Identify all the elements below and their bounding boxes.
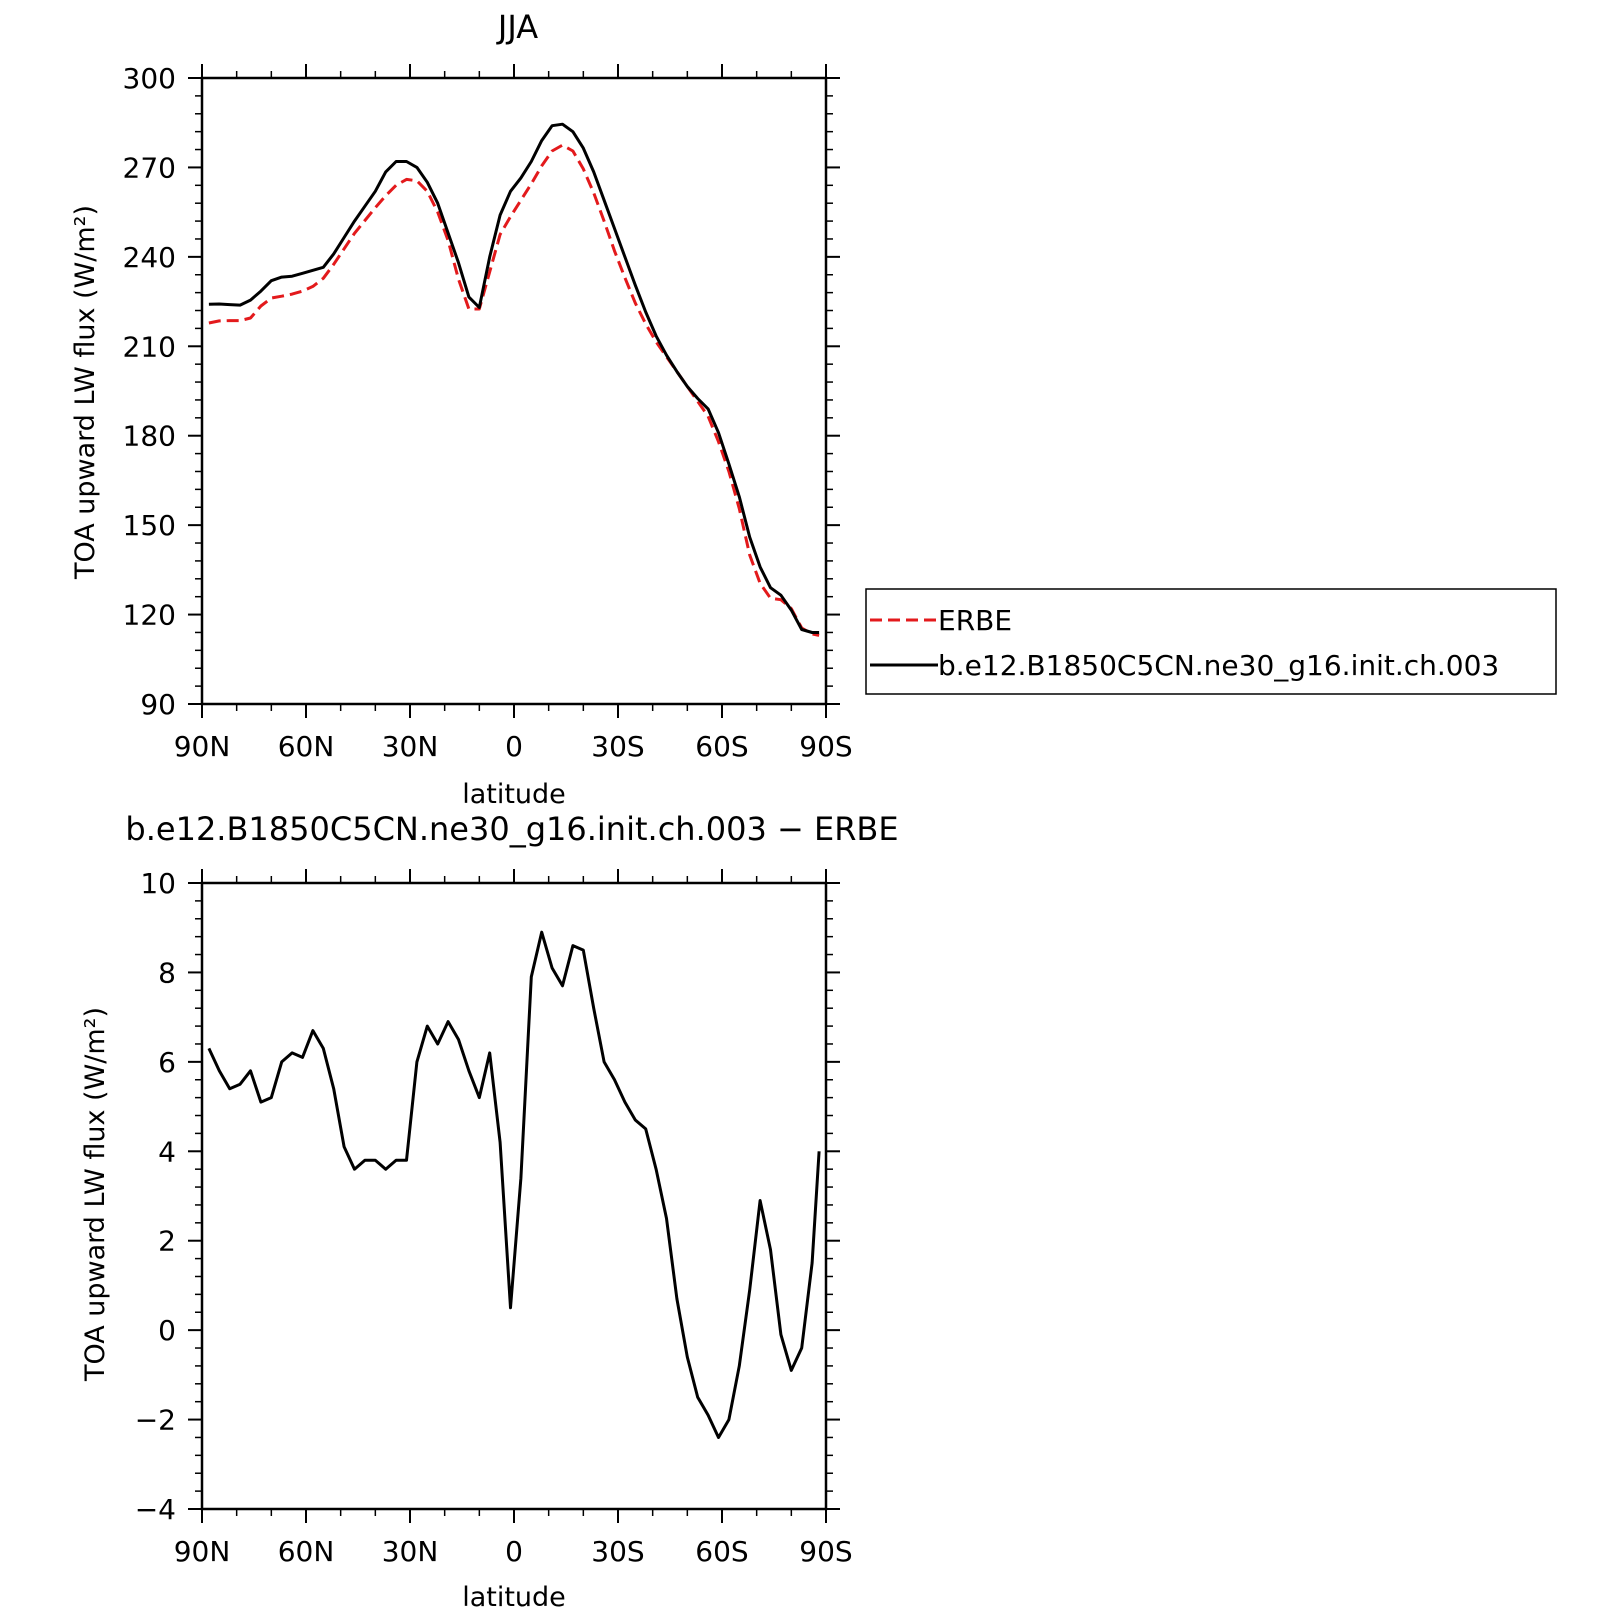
y-tick-label: 6 [158, 1046, 176, 1079]
bottom-plot-frame [200, 881, 828, 1511]
y-tick-label: 10 [140, 867, 176, 900]
y-tick-label: 2 [158, 1225, 176, 1258]
x-tick-label: 30S [591, 1535, 644, 1568]
series-line-b-e12-b1850c5cn-ne30-g16-init-ch-003 [208, 122, 820, 634]
y-tick-label: 120 [123, 599, 176, 632]
x-tick-label: 60S [695, 730, 748, 763]
series-line-erbe [208, 143, 820, 637]
y-tick-label: 300 [123, 62, 176, 95]
x-tick-label: 0 [505, 1535, 523, 1568]
legend-label-model: b.e12.B1850C5CN.ne30_g16.init.ch.003 [938, 649, 1499, 682]
y-tick-label: 210 [123, 330, 176, 363]
series-line-difference [207, 930, 821, 1439]
x-tick-label: 90S [799, 1535, 852, 1568]
top-y-axis-label: TOA upward LW flux (W/m²) [70, 205, 101, 580]
y-tick-label: 270 [123, 151, 176, 184]
y-tick-label: 4 [158, 1135, 176, 1168]
legend: ERBE b.e12.B1850C5CN.ne30_g16.init.ch.00… [865, 588, 1557, 695]
x-tick-label: 30S [591, 730, 644, 763]
legend-box [865, 588, 1557, 695]
y-tick-label: 180 [123, 420, 176, 453]
x-tick-label: 90N [174, 730, 231, 763]
x-tick-label: 60N [278, 730, 335, 763]
y-tick-label: 240 [123, 241, 176, 274]
x-tick-label: 90S [799, 730, 852, 763]
legend-label-erbe: ERBE [938, 604, 1012, 637]
y-tick-label: 0 [158, 1314, 176, 1347]
bottom-chart-title: b.e12.B1850C5CN.ne30_g16.init.ch.003 − E… [125, 810, 898, 848]
top-plot-frame [200, 76, 828, 706]
bottom-x-axis-label: latitude [462, 1582, 566, 1613]
x-tick-label: 0 [505, 730, 523, 763]
top-chart-title: JJA [496, 8, 538, 46]
top-panel: JJA 90 120 150 180 210 240 270 300 90N 60N 30N 0 30S… [70, 8, 853, 810]
x-tick-label: 30N [382, 1535, 439, 1568]
bottom-panel: b.e12.B1850C5CN.ne30_g16.init.ch.003 − E… [80, 810, 899, 1613]
y-tick-label: 8 [158, 956, 176, 989]
x-tick-label: 90N [174, 1535, 231, 1568]
x-tick-label: 30N [382, 730, 439, 763]
y-tick-label: −2 [135, 1404, 176, 1437]
y-tick-label: 90 [140, 688, 176, 721]
x-tick-label: 60N [278, 1535, 335, 1568]
y-tick-label: −4 [135, 1493, 176, 1526]
x-tick-label: 60S [695, 1535, 748, 1568]
bottom-y-axis-label: TOA upward LW flux (W/m²) [80, 1007, 111, 1382]
top-x-axis-label: latitude [462, 779, 566, 810]
y-tick-label: 150 [123, 509, 176, 542]
